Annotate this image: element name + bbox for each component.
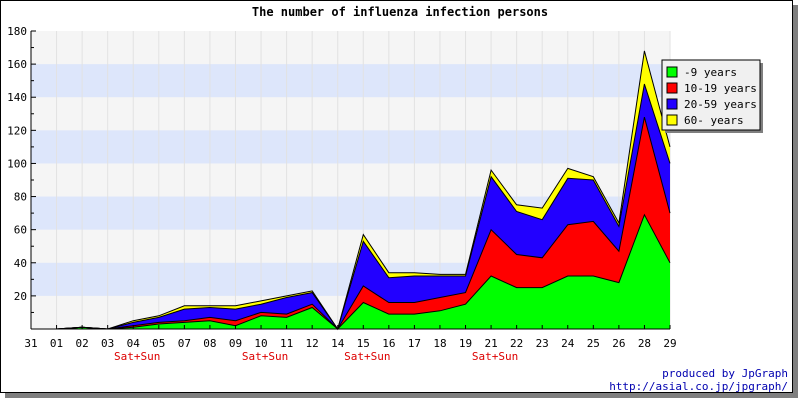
x-tick-label: 19 [459, 337, 472, 350]
x-tick-label: 10 [254, 337, 267, 350]
weekend-marker-label: Sat+Sun [344, 350, 390, 363]
y-tick-label: 140 [7, 91, 27, 104]
y-tick-label: 100 [7, 157, 27, 170]
weekend-marker-label: Sat+Sun [242, 350, 288, 363]
legend-label: 60- years [684, 114, 744, 127]
series-outline [31, 213, 671, 330]
chart-title: The number of influenza infection person… [252, 5, 548, 19]
x-tick-label: 26 [612, 337, 625, 350]
area-series-10-19-years [31, 117, 670, 329]
x-tick-label: 29 [663, 337, 676, 350]
y-tick-label: 60 [14, 224, 27, 237]
x-tick-label: 07 [178, 337, 191, 350]
grid-band [31, 64, 670, 98]
legend-box [661, 59, 761, 131]
y-tick-label: 160 [7, 58, 27, 71]
y-tick-label: 180 [7, 25, 27, 38]
y-tick-label: 120 [7, 124, 27, 137]
x-tick-label: 18 [433, 337, 446, 350]
x-tick-label: 14 [331, 337, 345, 350]
x-tick-label: 01 [50, 337, 63, 350]
legend-swatch [666, 98, 678, 110]
x-tick-label: 03 [101, 337, 114, 350]
legend-label: 10-19 years [684, 82, 757, 95]
x-tick-label: 31 [24, 337, 37, 350]
series-outline [31, 50, 671, 331]
area-series--9-years [31, 214, 670, 329]
x-tick-label: 08 [203, 337, 216, 350]
legend-swatch [666, 82, 678, 94]
x-tick-label: 02 [75, 337, 88, 350]
x-tick-label: 23 [536, 337, 549, 350]
x-tick-label: 09 [229, 337, 242, 350]
series-outline [31, 83, 671, 331]
y-tick-label: 20 [14, 290, 27, 303]
weekend-marker-label: Sat+Sun [114, 350, 160, 363]
legend-swatch [666, 114, 678, 126]
x-tick-label: 12 [306, 337, 319, 350]
x-tick-label: 04 [127, 337, 141, 350]
x-tick-label: 16 [382, 337, 395, 350]
legend-label: -9 years [684, 66, 737, 79]
x-tick-label: 05 [152, 337, 165, 350]
grid-band [31, 130, 670, 164]
legend-label: 20-59 years [684, 98, 757, 111]
x-tick-label: 24 [561, 337, 575, 350]
x-tick-label: 25 [587, 337, 600, 350]
credit-text: produced by JpGraph [662, 367, 788, 380]
x-tick-label: 15 [357, 337, 370, 350]
x-tick-label: 11 [280, 337, 293, 350]
y-tick-label: 80 [14, 191, 27, 204]
x-tick-label: 21 [484, 337, 497, 350]
x-tick-label: 22 [510, 337, 523, 350]
credit-url: http://asial.co.jp/jpgraph/ [609, 380, 788, 393]
series-outline [31, 116, 671, 330]
legend-swatch [666, 66, 678, 78]
weekend-marker-label: Sat+Sun [472, 350, 518, 363]
x-tick-label: 28 [638, 337, 651, 350]
y-tick-label: 40 [14, 257, 27, 270]
x-tick-label: 17 [408, 337, 421, 350]
